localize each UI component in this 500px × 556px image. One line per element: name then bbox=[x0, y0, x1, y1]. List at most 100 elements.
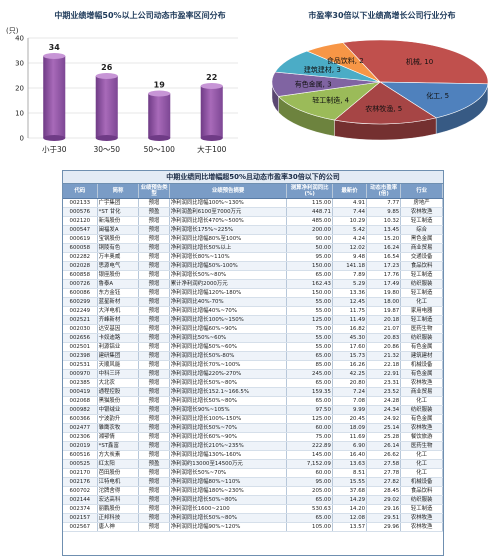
table-cell: 净利润同比增长470%~500% bbox=[169, 216, 288, 226]
bar-top bbox=[148, 90, 171, 97]
table-cell: 农林牧渔 bbox=[400, 423, 443, 433]
table-cell: 方大炭素 bbox=[97, 450, 140, 460]
table-cell: 002567 bbox=[63, 522, 98, 532]
table-cell: 净利润增长1600~2100 bbox=[169, 504, 288, 514]
table-cell: 90.00 bbox=[286, 234, 333, 244]
table-title: 中期业绩同比增幅超50%且动态市盈率30倍以下的公司 bbox=[63, 171, 443, 184]
bar-y-tick-label: 20 bbox=[15, 85, 24, 93]
table-cell: 净利润同比增幅50%-100% bbox=[169, 261, 288, 271]
table-cell: 纺织服装 bbox=[400, 495, 443, 505]
table-cell: 000982 bbox=[63, 405, 98, 415]
table-cell: 25.14 bbox=[366, 423, 402, 433]
table-row: 002170 芭田股份 预增 净利润增长50%~70% 60.00 8.51 27.78 化工 bbox=[63, 468, 443, 478]
table-cell: 预增 bbox=[138, 369, 170, 379]
table-cell: 10.32 bbox=[366, 216, 402, 226]
table-cell: 化工 bbox=[400, 297, 443, 307]
table-cell: 11.75 bbox=[332, 306, 368, 316]
bar-top bbox=[43, 53, 66, 59]
table-cell: 45.30 bbox=[332, 333, 368, 343]
table-cell: 75.00 bbox=[286, 432, 333, 442]
table-cell: 建研集团 bbox=[97, 351, 140, 361]
table-cell: 机械设备 bbox=[400, 477, 443, 487]
table-row: 002249 大洋电机 预增 净利润同比增幅40%~70% 55.00 11.75 19.8… bbox=[63, 306, 443, 316]
table-cell: 145.00 bbox=[286, 450, 333, 460]
table-cell: 食品饮料 bbox=[400, 261, 443, 271]
table-cell: 18.00 bbox=[366, 297, 402, 307]
table-row: 600366 宁波韵升 预增 净利润同比增长100%-150% 125.00 20.45 2… bbox=[63, 414, 443, 424]
table-cell: 16.54 bbox=[366, 252, 402, 262]
table-cell: 预增 bbox=[138, 441, 170, 451]
table-row: 002521 齐峰新材 预增 净利润同比增长100%~150% 125.00 11.49 2… bbox=[63, 315, 443, 325]
table-cell: 9.99 bbox=[332, 405, 368, 415]
table-cell: 净利润同比增长210%~235% bbox=[169, 441, 288, 451]
table-cell: 002019 bbox=[63, 441, 98, 451]
table-cell: 湘鄂情 bbox=[97, 432, 140, 442]
table-cell: 12.45 bbox=[332, 297, 368, 307]
table-cell: 医药生物 bbox=[400, 324, 443, 334]
table-cell: 65.00 bbox=[286, 378, 333, 388]
table-cell: 房地产 bbox=[400, 198, 443, 208]
table-cell: 000419 bbox=[63, 387, 98, 397]
table-cell: 思源电气 bbox=[97, 261, 140, 271]
table-cell: 000726 bbox=[63, 279, 98, 289]
table-cell: 65.00 bbox=[286, 270, 333, 280]
table-row: 002068 黑猫股份 预增 净利润同比增长50%~80% 65.00 7.08 24.28… bbox=[63, 396, 443, 406]
table-row: 002176 江特电机 预增 净利润同比增幅80%~110% 95.00 15.55 27.… bbox=[63, 477, 443, 487]
table-cell: 纺织服装 bbox=[400, 279, 443, 289]
table-cell: 23.31 bbox=[366, 378, 402, 388]
table-cell: 485.00 bbox=[286, 216, 333, 226]
table-cell: 600058 bbox=[63, 243, 98, 253]
table-cell: 600516 bbox=[63, 450, 98, 460]
table-cell: 齐峰新材 bbox=[97, 315, 140, 325]
table-cell: 商业贸易 bbox=[400, 387, 443, 397]
table-cell: 24.28 bbox=[366, 396, 402, 406]
bar-大于100: 22 bbox=[200, 73, 223, 141]
table-column-header: 业绩预告类型 bbox=[138, 184, 170, 199]
table-cell: 预增 bbox=[138, 297, 170, 307]
table-cell: 江特电机 bbox=[97, 477, 140, 487]
table-cell: 002120 bbox=[63, 216, 98, 226]
table-cell: 95.00 bbox=[286, 252, 333, 262]
table-cell: 12.02 bbox=[332, 243, 368, 253]
table-cell: 有色金属 bbox=[400, 414, 443, 424]
bar-value-label: 19 bbox=[154, 81, 166, 90]
table-body: 002133 广宇集团 预增 净利润同比增幅100%~130% 115.00 4.91 7.… bbox=[63, 198, 443, 532]
table-cell: 002282 bbox=[63, 252, 98, 262]
table-cell: 沱牌舍得 bbox=[97, 486, 140, 496]
table-cell: 综合 bbox=[400, 225, 443, 235]
bar-y-tick-label: 10 bbox=[15, 110, 24, 118]
pie-slice-label: 化工, 5 bbox=[426, 91, 449, 100]
bar-base bbox=[43, 135, 66, 141]
table-cell: 002170 bbox=[63, 468, 98, 478]
table-cell: 卡奴迪路 bbox=[97, 333, 140, 343]
table-cell: 预增 bbox=[138, 279, 170, 289]
table-row: 000525 红太阳 预盈 净利润约13000至14500万元 7,152.09 13.6… bbox=[63, 459, 443, 469]
table-column-header: 简称 bbox=[97, 184, 140, 199]
table-cell: 预增 bbox=[138, 243, 170, 253]
table-cell: 芭田股份 bbox=[97, 468, 140, 478]
table-cell: 预盈 bbox=[138, 207, 170, 217]
table-row: 002019 *ST鑫富 预增 净利润同比增长210%~235% 222.89 6.90 2… bbox=[63, 441, 443, 451]
table-cell: 预增 bbox=[138, 405, 170, 415]
table-cell: 净利润增长50%~80% bbox=[169, 270, 288, 280]
table-header-row: 代码 简称 业绩预告类型 业绩预告摘要 测算净利润同比(%) 最新价 动态市盈率(倍) 行业 bbox=[63, 184, 443, 199]
table-cell: 200.00 bbox=[286, 225, 333, 235]
table-cell: 000970 bbox=[63, 369, 98, 379]
table-column-header: 测算净利润同比(%) bbox=[286, 184, 333, 199]
table-cell: 002656 bbox=[63, 333, 98, 343]
table-cell: 141.18 bbox=[332, 261, 368, 271]
table-cell: 13.57 bbox=[332, 522, 368, 532]
table-cell: 预增 bbox=[138, 495, 170, 505]
table-cell: 22.91 bbox=[366, 369, 402, 379]
table-cell: 农林牧渔 bbox=[400, 207, 443, 217]
table-cell: 002068 bbox=[63, 396, 98, 406]
table-cell: 预增 bbox=[138, 504, 170, 514]
bar-chart-bars: 34 26 19 22 bbox=[43, 43, 223, 141]
table-cell: 净利润同比50%~60% bbox=[169, 333, 288, 343]
table-row: 000970 中科三环 预增 净利润同比增幅220%-270% 245.00 42.25 2… bbox=[63, 369, 443, 379]
table-cell: 002398 bbox=[63, 351, 98, 361]
table-cell: 医药生物 bbox=[400, 441, 443, 451]
table-cell: 4.24 bbox=[332, 234, 368, 244]
table-cell: 002306 bbox=[63, 432, 98, 442]
